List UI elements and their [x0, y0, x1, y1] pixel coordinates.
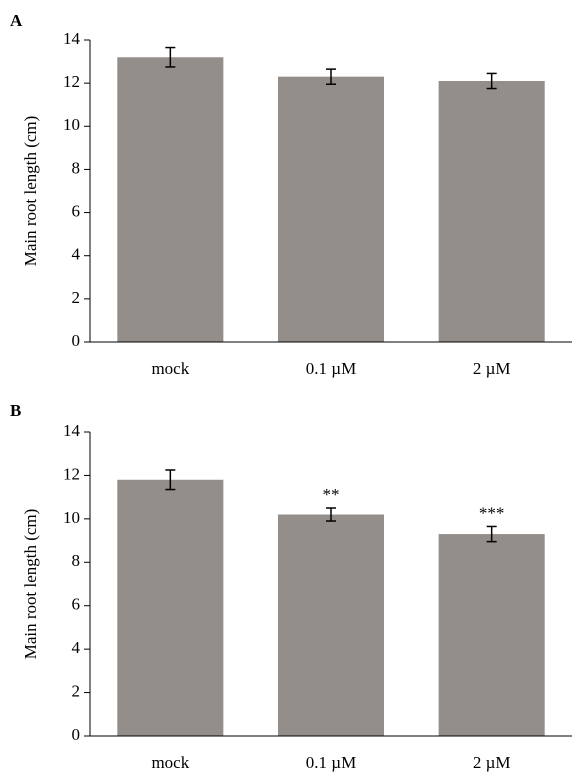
y-tick-label: 12	[63, 72, 80, 91]
bar	[277, 76, 385, 343]
panel-label: A	[10, 11, 23, 30]
significance-label: ***	[479, 503, 505, 522]
y-tick-label: 10	[63, 508, 80, 527]
y-tick-label: 4	[72, 638, 81, 657]
y-tick-label: 6	[72, 201, 81, 220]
x-tick-label: 2 µM	[473, 753, 511, 772]
y-tick-label: 6	[72, 595, 81, 614]
y-tick-label: 2	[72, 681, 81, 700]
bar	[277, 514, 385, 736]
y-tick-label: 0	[72, 331, 81, 350]
bar	[438, 80, 545, 342]
y-axis-label: Main root length (cm)	[21, 116, 40, 267]
bar	[117, 57, 224, 342]
y-tick-label: 14	[63, 421, 81, 440]
bar	[117, 479, 224, 736]
y-tick-label: 14	[63, 29, 81, 48]
y-tick-label: 8	[72, 158, 81, 177]
panel-label: B	[10, 401, 21, 420]
x-tick-label: mock	[151, 359, 189, 378]
y-tick-label: 8	[72, 551, 81, 570]
y-axis-label: Main root length (cm)	[21, 509, 40, 660]
x-tick-label: mock	[151, 753, 189, 772]
x-tick-label: 2 µM	[473, 359, 511, 378]
y-tick-label: 4	[72, 245, 81, 264]
x-tick-label: 0.1 µM	[306, 359, 356, 378]
y-tick-label: 12	[63, 464, 80, 483]
significance-label: **	[323, 485, 340, 504]
bar	[438, 534, 545, 736]
x-tick-label: 0.1 µM	[306, 753, 356, 772]
y-tick-label: 0	[72, 725, 81, 744]
y-tick-label: 2	[72, 288, 81, 307]
y-tick-label: 10	[63, 115, 80, 134]
